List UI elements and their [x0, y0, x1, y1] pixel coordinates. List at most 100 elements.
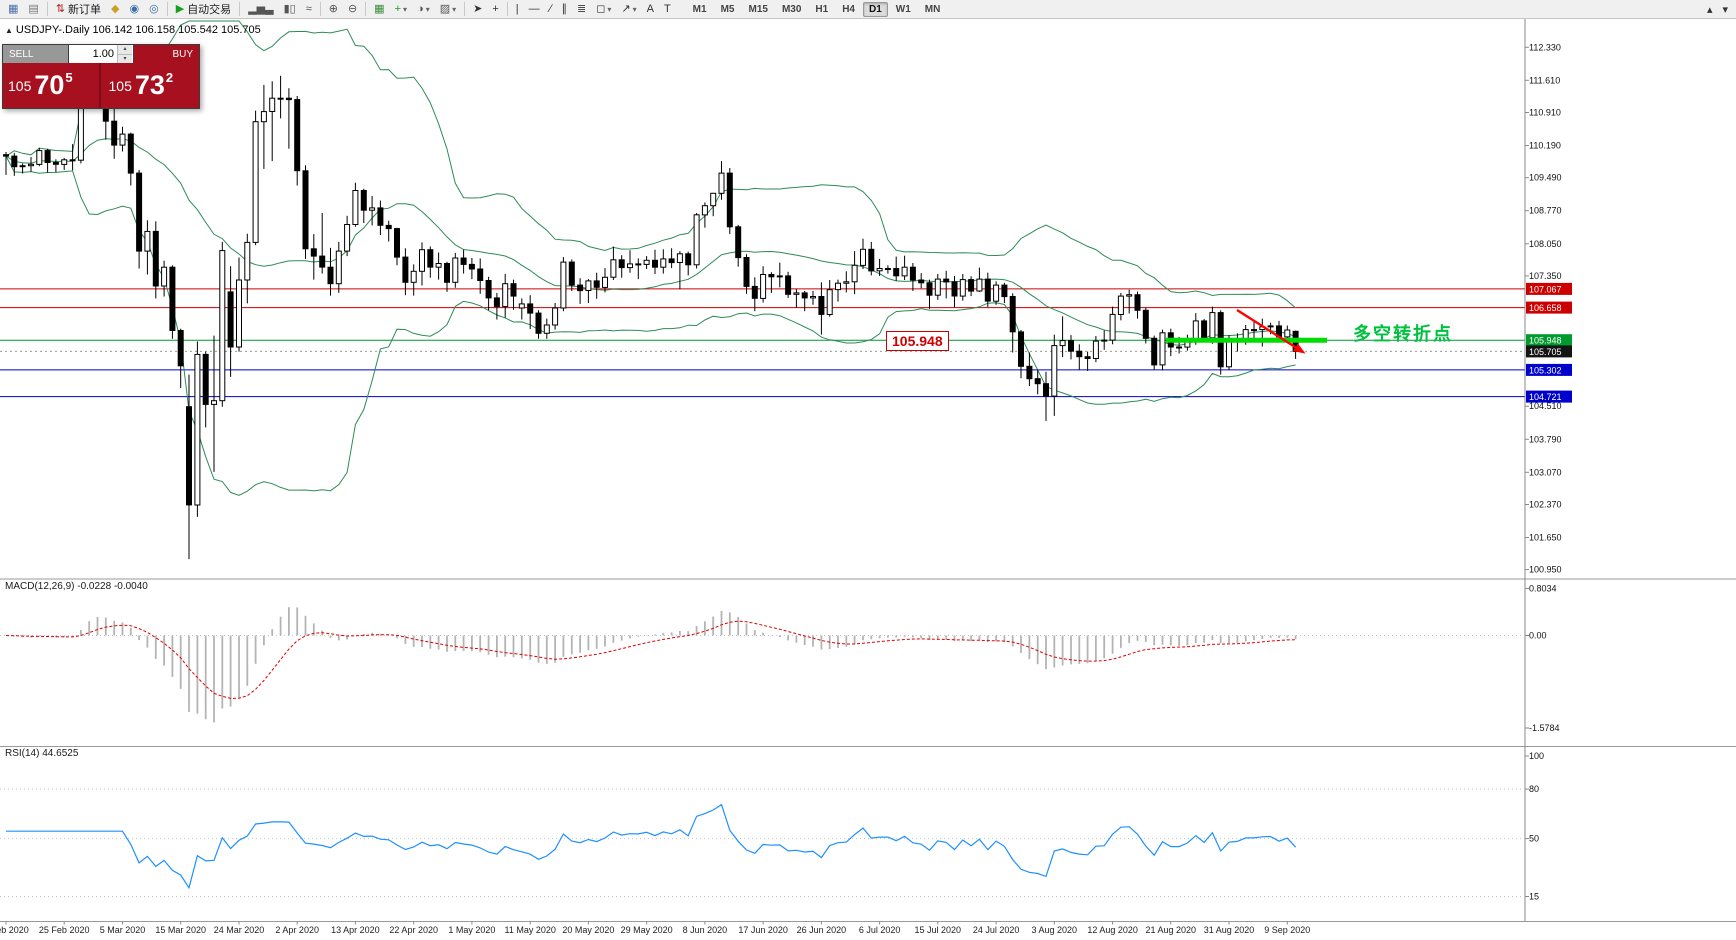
- tile-windows-icon: ▦: [374, 2, 385, 15]
- scroll-down-button[interactable]: ▾: [1722, 3, 1728, 16]
- top-toolbar: ▦ ▤ ⇅ 新订单 ◆ ◉ ◎ ▶ 自动交易 ▂▅▃ ▮▯ ≈ ⊕ ⊖ ▦ + ▾ ◑ ▾ ▨ ▾ ➤ + | — ∕ ∥ ≣ ◻ ▾ ↗ ▾…: [0, 0, 1736, 19]
- date-axis-label: 8 Jun 2020: [683, 925, 728, 935]
- new-order-button[interactable]: ⇅ 新订单: [52, 1, 105, 18]
- candle-body: [751, 285, 758, 299]
- candle-body: [419, 249, 425, 272]
- buy-button[interactable]: BUY: [133, 45, 199, 63]
- candle-body: [1109, 313, 1116, 341]
- zoom-in-icon: ⊕: [328, 2, 338, 15]
- candle-body: [444, 263, 450, 283]
- candle-body: [285, 97, 292, 101]
- rsi-line: [6, 803, 1297, 890]
- timeframe-m15-button[interactable]: M15: [748, 3, 768, 15]
- volume-down-button[interactable]: ▾: [118, 54, 132, 63]
- one-click-collapse-button[interactable]: ▲: [5, 26, 13, 35]
- candle-body: [377, 207, 384, 226]
- crosshair-button[interactable]: +: [488, 1, 502, 18]
- chevron-down-icon: ▾: [403, 4, 408, 14]
- candle-body: [1226, 341, 1232, 368]
- auto-trading-button[interactable]: ▶ 自动交易: [172, 1, 235, 18]
- candle-body: [676, 253, 683, 264]
- new-chart-button[interactable]: ▦: [4, 1, 22, 18]
- turning-point-label[interactable]: 多空转折点: [1353, 324, 1453, 344]
- text-tool-icon: A: [646, 2, 654, 15]
- scroll-up-button[interactable]: ▴: [1706, 3, 1713, 16]
- candle-body: [635, 263, 642, 266]
- candle-body: [28, 163, 34, 167]
- text-tool-button[interactable]: A: [643, 1, 658, 18]
- candlestick-mode-icon: ▮▯: [283, 2, 296, 15]
- sell-price-button[interactable]: 105 70 5: [3, 63, 100, 108]
- navigator-button[interactable]: ◎: [145, 1, 163, 18]
- candle-body: [1209, 312, 1216, 339]
- timeframe-m5-button[interactable]: M5: [720, 3, 735, 15]
- candle-body: [485, 280, 492, 299]
- timeframe-m1-button[interactable]: M1: [692, 3, 707, 15]
- periods-button[interactable]: ◑ ▾: [413, 1, 434, 18]
- candle-body: [1159, 332, 1166, 366]
- candle-body: [968, 279, 975, 292]
- candle-body: [926, 282, 933, 296]
- price-level-annotation[interactable]: 105.948: [886, 331, 949, 351]
- candle-body: [52, 162, 59, 165]
- channel-tool-button[interactable]: ∥: [557, 1, 571, 18]
- candle-body: [627, 263, 633, 269]
- candle-body: [277, 97, 284, 100]
- candle-body: [1201, 320, 1208, 339]
- date-axis-label: 6 Feb 2020: [0, 925, 29, 935]
- candle-body: [760, 274, 767, 299]
- metaeditor-icon: ◆: [111, 2, 120, 15]
- candle-body: [1043, 383, 1049, 397]
- zoom-in-button[interactable]: ⊕: [325, 1, 342, 18]
- price-tag: [1526, 282, 1572, 295]
- vertical-line-tool-button[interactable]: |: [512, 1, 523, 18]
- candle-body: [826, 289, 833, 316]
- line-chart-mode-button[interactable]: ≈: [302, 1, 316, 18]
- volume-input[interactable]: [69, 45, 117, 63]
- templates-button[interactable]: ▨ ▾: [436, 1, 460, 18]
- volume-up-button[interactable]: ▴: [118, 45, 132, 55]
- candle-body: [901, 266, 908, 277]
- candle-body: [510, 283, 517, 297]
- candlestick-mode-button[interactable]: ▮▯: [280, 1, 300, 18]
- candle-body: [335, 250, 342, 285]
- candle-body: [269, 97, 276, 112]
- bar-chart-mode-button[interactable]: ▂▅▃: [244, 1, 277, 18]
- sell-button[interactable]: SELL: [3, 45, 69, 63]
- candle-body: [835, 282, 841, 291]
- candle-body: [518, 303, 525, 309]
- candle-body: [211, 400, 217, 405]
- timeframe-h1-button[interactable]: H1: [815, 3, 829, 15]
- candle-body: [726, 172, 733, 228]
- candle-body: [568, 261, 575, 286]
- candle-body: [194, 353, 201, 506]
- timeframe-w1-button[interactable]: W1: [895, 3, 911, 15]
- indicators-button[interactable]: + ▾: [391, 1, 411, 18]
- fibonacci-tool-button[interactable]: ≣: [573, 1, 590, 18]
- text-label-tool-button[interactable]: T: [660, 1, 675, 18]
- metaeditor-button[interactable]: ◆: [107, 1, 123, 18]
- candle-body: [1076, 350, 1083, 358]
- shapes-tool-button[interactable]: ◻ ▾: [592, 1, 615, 18]
- price-axis-label: 112.330: [1529, 42, 1561, 52]
- horizontal-line-tool-button[interactable]: —: [525, 1, 544, 18]
- timeframe-mn-button[interactable]: MN: [924, 3, 941, 15]
- cursor-button[interactable]: ➤: [469, 1, 486, 18]
- candle-body: [127, 133, 134, 174]
- candle-body: [1251, 329, 1257, 332]
- candle-body: [1026, 365, 1033, 380]
- timeframe-h4-button[interactable]: H4: [842, 3, 855, 15]
- tile-windows-button[interactable]: ▦: [370, 1, 388, 18]
- date-axis-label: 29 May 2020: [621, 925, 673, 935]
- arrows-tool-button[interactable]: ↗ ▾: [617, 1, 640, 18]
- trendline-tool-button[interactable]: ∕: [546, 1, 556, 18]
- timeframe-m30-button[interactable]: M30: [781, 3, 802, 15]
- timeframe-d1-button[interactable]: D1: [862, 1, 888, 17]
- chart-profiles-button[interactable]: ▤: [24, 1, 42, 18]
- buy-price-button[interactable]: 105 73 2: [99, 63, 199, 108]
- arrows-tool-icon: ↗: [621, 2, 631, 15]
- zoom-out-button[interactable]: ⊖: [344, 1, 361, 18]
- candle-body: [1018, 331, 1024, 367]
- market-watch-button[interactable]: ◉: [126, 1, 144, 18]
